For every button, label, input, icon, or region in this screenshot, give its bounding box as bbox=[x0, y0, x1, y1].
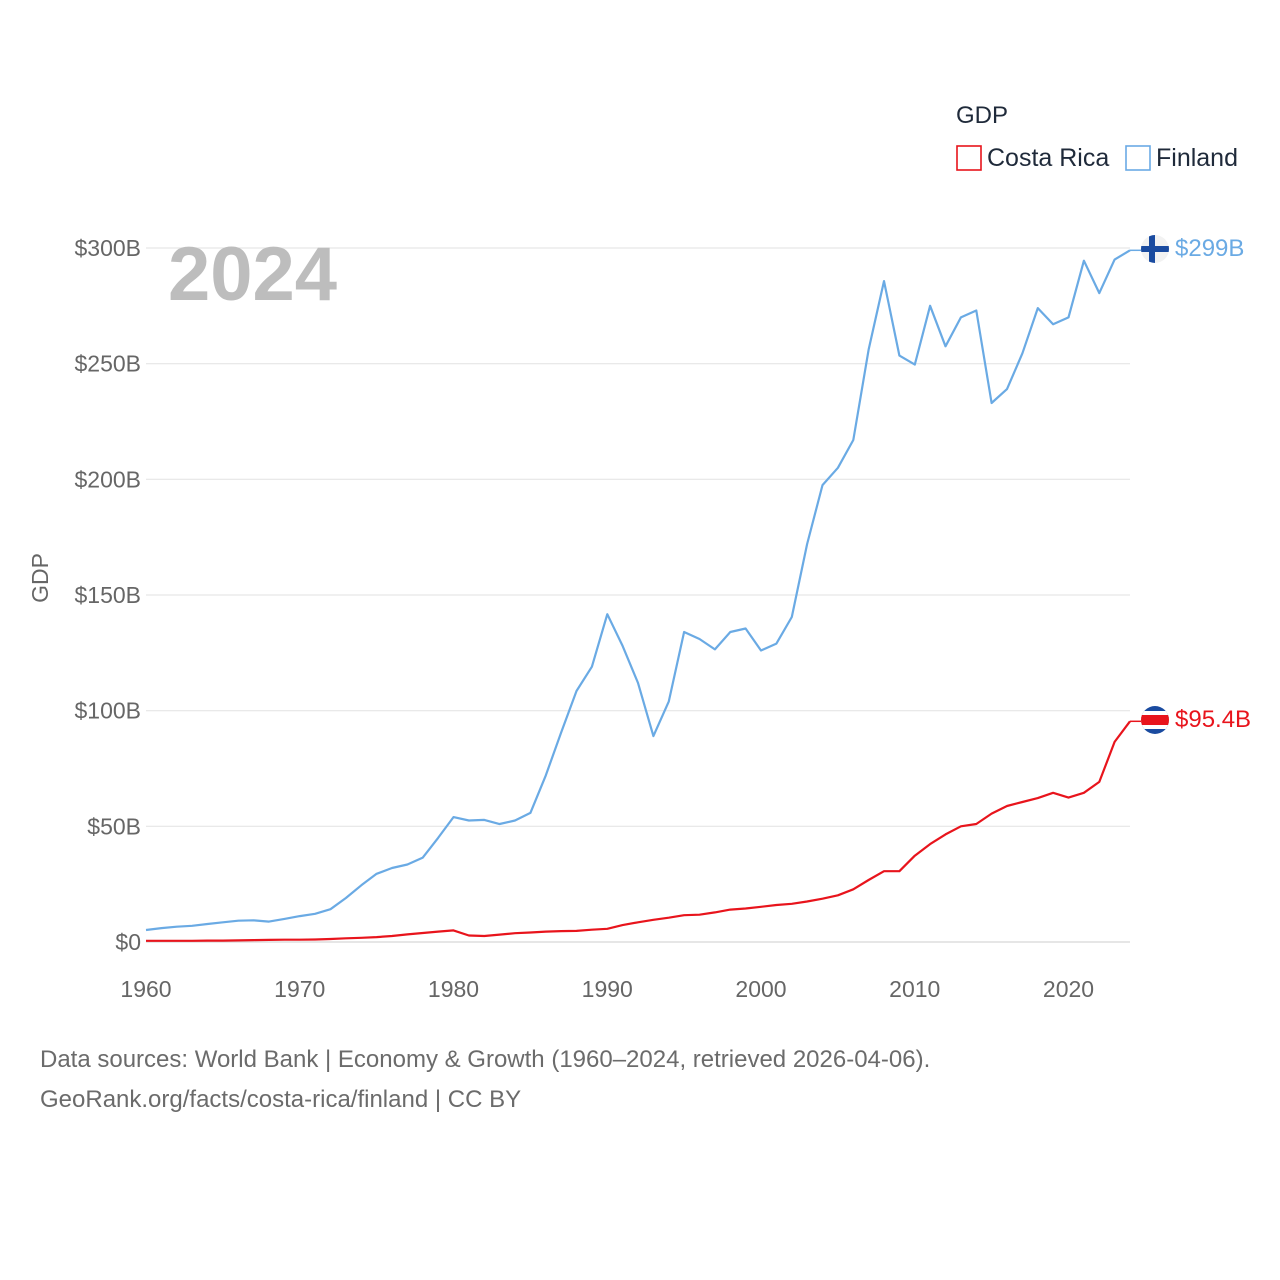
series-line-finland[interactable] bbox=[145, 249, 1131, 932]
gridlines bbox=[146, 247, 1130, 943]
y-tick-label: $300B bbox=[74, 235, 141, 261]
x-tick-label: 1960 bbox=[120, 976, 171, 1002]
finland-flag-icon bbox=[1141, 235, 1169, 263]
end-value-label-costa-rica: $95.4B bbox=[1175, 706, 1251, 733]
footer: Data sources: World Bank | Economy & Gro… bbox=[40, 1040, 930, 1120]
series-lines bbox=[145, 249, 1141, 942]
y-tick-label: $150B bbox=[74, 582, 141, 608]
y-tick-label: $100B bbox=[74, 698, 141, 724]
legend-title: GDP bbox=[956, 102, 1008, 129]
x-tick-label: 1990 bbox=[582, 976, 633, 1002]
y-axis: $0 $50B $100B $150B $200B $250B $300B bbox=[74, 235, 141, 955]
legend-label-costa-rica: Costa Rica bbox=[987, 144, 1109, 172]
series-line-costa-rica[interactable] bbox=[146, 720, 1131, 942]
y-axis-title: GDP bbox=[27, 553, 53, 603]
x-tick-label: 1980 bbox=[428, 976, 479, 1002]
legend-item-costa-rica[interactable]: Costa Rica bbox=[956, 144, 1109, 172]
year-label: 2024 bbox=[168, 232, 337, 317]
x-tick-label: 1970 bbox=[274, 976, 325, 1002]
x-tick-label: 2020 bbox=[1043, 976, 1094, 1002]
y-tick-label: $250B bbox=[74, 351, 141, 377]
legend: GDP Costa Rica Finland bbox=[956, 102, 1238, 172]
legend-swatch-finland bbox=[1125, 145, 1151, 171]
legend-label-finland: Finland bbox=[1156, 144, 1238, 172]
end-value-label-finland: $299B bbox=[1175, 235, 1244, 262]
y-tick-label: $200B bbox=[74, 466, 141, 492]
data-sources-text: Data sources: World Bank | Economy & Gro… bbox=[40, 1046, 931, 1073]
y-tick-label: $0 bbox=[115, 929, 141, 955]
x-tick-label: 2000 bbox=[735, 976, 786, 1002]
x-tick-label: 2010 bbox=[889, 976, 940, 1002]
source-link[interactable]: GeoRank.org/facts/costa-rica/finland | C… bbox=[40, 1086, 522, 1113]
y-tick-label: $50B bbox=[87, 813, 141, 839]
costa-rica-flag-icon bbox=[1141, 706, 1169, 734]
x-axis: 1960 1970 1980 1990 2000 2010 2020 bbox=[120, 976, 1094, 1002]
legend-item-finland[interactable]: Finland bbox=[1125, 144, 1238, 172]
legend-swatch-costa-rica bbox=[956, 145, 982, 171]
